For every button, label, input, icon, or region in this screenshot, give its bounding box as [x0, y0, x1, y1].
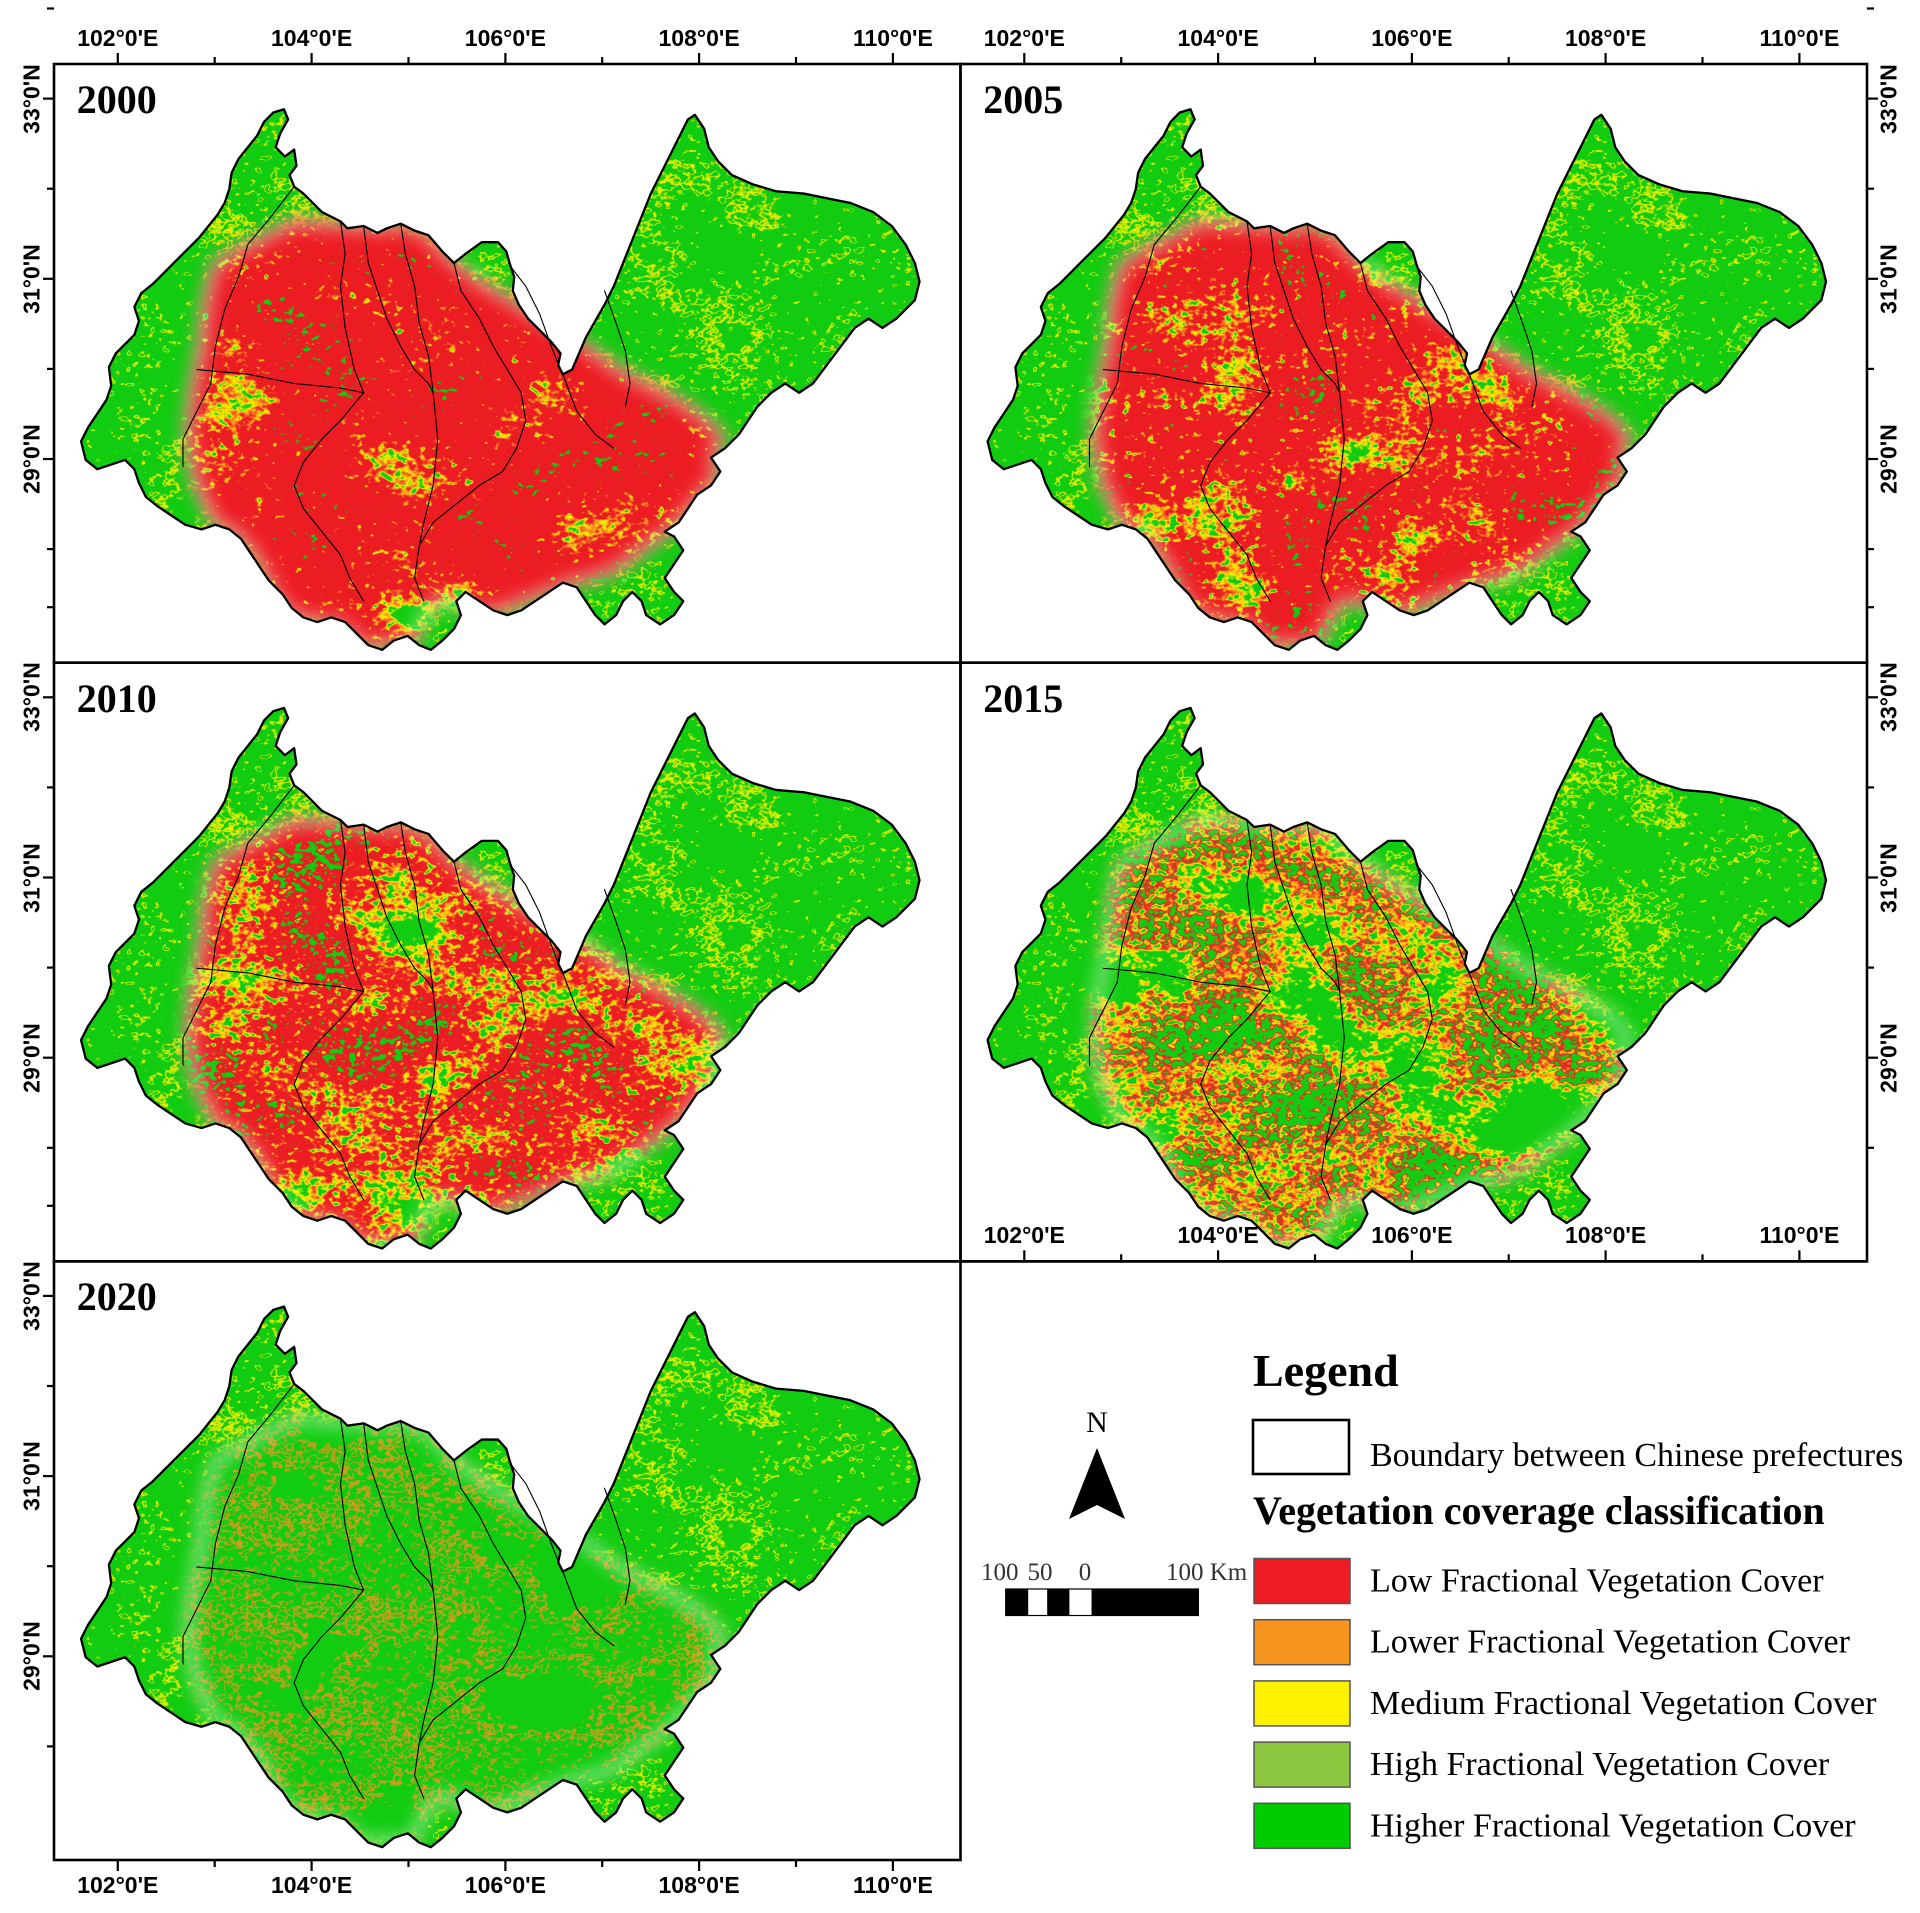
svg-text:Boundary between Chinese prefe: Boundary between Chinese prefectures	[1370, 1437, 1903, 1474]
svg-text:50: 50	[1028, 1559, 1053, 1586]
svg-text:Medium Fractional Vegetation C: Medium Fractional Vegetation Cover	[1370, 1685, 1877, 1722]
svg-text:High Fractional Vegetation Cov: High Fractional Vegetation Cover	[1370, 1746, 1830, 1783]
svg-text:0: 0	[1079, 1559, 1092, 1586]
svg-text:100 Km: 100 Km	[1166, 1559, 1248, 1586]
svg-text:100: 100	[981, 1559, 1019, 1586]
svg-text:N: N	[1086, 1406, 1108, 1439]
svg-text:Vegetation coverage classifica: Vegetation coverage classification	[1253, 1488, 1825, 1533]
svg-text:Low Fractional Vegetation Cove: Low Fractional Vegetation Cover	[1370, 1563, 1824, 1600]
svg-text:Lower Fractional Vegetation Co: Lower Fractional Vegetation Cover	[1370, 1624, 1851, 1661]
svg-text:Higher Fractional Vegetation C: Higher Fractional Vegetation Cover	[1370, 1807, 1856, 1844]
svg-text:Legend: Legend	[1253, 1345, 1399, 1396]
